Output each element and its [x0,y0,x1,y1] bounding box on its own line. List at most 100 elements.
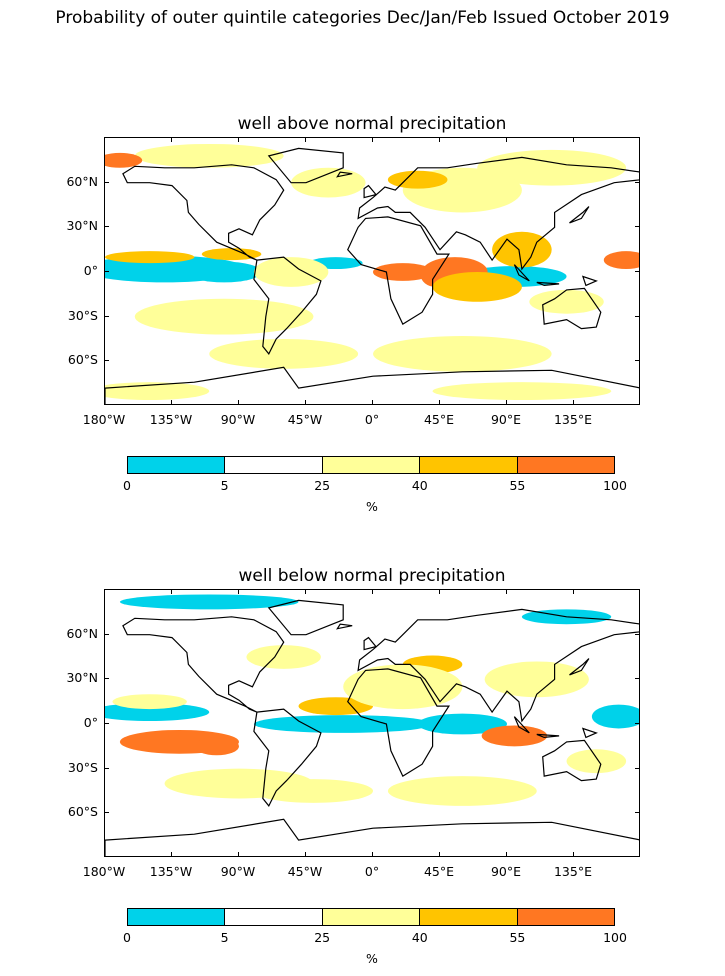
coastline [363,184,378,199]
latitude-label: 30°N [66,670,98,686]
colorbar-segment [128,909,226,925]
latitude-tick [635,271,640,272]
probability-field [119,594,299,610]
coastline [346,216,451,325]
longitude-tick [104,400,105,405]
probability-field [246,645,321,669]
coastline [542,287,602,330]
longitude-label: 45°W [287,864,323,879]
probability-field [343,664,463,710]
coastline [336,171,353,178]
latitude-tick [635,181,640,183]
longitude-label: 45°E [423,864,455,879]
probability-field [253,715,433,733]
latitude-label: 0° [83,715,98,730]
colorbar-tick-label: 5 [220,478,229,493]
colorbar-segment [420,909,518,925]
probability-field [432,272,522,302]
latitude-tick [635,812,640,814]
longitude-tick [372,400,373,405]
latitude-tick [635,678,640,680]
probability-field [112,694,187,710]
coastline [122,616,285,713]
probability-field [432,382,612,401]
latitude-tick [104,633,109,635]
colorbar-tick-label: 40 [411,478,428,493]
panel-title-below: well below normal precipitation [238,566,506,586]
probability-field [566,749,627,774]
colorbar-tick-label: 100 [603,930,627,945]
latitude-label: 30°N [66,218,98,234]
latitude-tick [104,678,109,680]
map-above-normal [104,137,640,405]
longitude-label: 90°E [490,412,522,427]
colorbar-tick-label: 40 [411,930,428,945]
longitude-label: 90°W [220,412,256,427]
longitude-tick [372,589,373,594]
longitude-tick [305,852,306,857]
longitude-tick [439,589,440,594]
latitude-tick [104,767,109,769]
colorbar-segment [322,457,421,473]
longitude-tick [506,400,507,405]
probability-field [298,697,373,716]
longitude-tick [506,852,507,857]
longitude-tick [238,589,239,594]
probability-field [186,261,262,283]
coastline [513,716,530,734]
longitude-tick [104,137,105,142]
coastline [569,658,590,676]
colorbar-segment [225,457,323,473]
map-svg [105,138,639,404]
probability-field [201,248,262,261]
latitude-label: 60°S [67,352,98,368]
longitude-tick [372,852,373,857]
colorbar-tick-label: 25 [314,478,331,493]
colorbar-segment [517,457,615,473]
coastline [253,256,322,356]
colorbar-below [127,908,615,926]
longitude-tick [439,852,440,857]
longitude-tick [171,852,172,857]
probability-field [417,713,508,735]
coastline [267,147,344,184]
coastline [346,668,451,777]
probability-field [373,263,433,281]
coastline [357,156,639,271]
coastline [542,739,602,782]
longitude-label: 180°W [82,864,126,879]
longitude-label: 0° [364,412,380,427]
latitude-tick [104,271,109,272]
probability-field [387,776,537,806]
longitude-tick [104,852,105,857]
coastline [513,264,530,282]
longitude-tick [104,589,105,594]
longitude-label: 0° [364,864,380,879]
longitude-label: 45°E [423,412,455,427]
colorbar-segment [128,457,226,473]
longitude-tick [573,400,574,405]
coastline [105,366,639,404]
coastline [253,708,322,808]
probability-field [134,298,314,335]
latitude-tick [104,723,109,724]
probability-field [484,661,589,698]
longitude-tick [506,589,507,594]
longitude-tick [305,589,306,594]
probability-field [194,737,239,756]
colorbar-segment [517,909,615,925]
colorbar-tick-label: 100 [603,478,627,493]
latitude-tick [104,812,109,814]
longitude-tick [238,852,239,857]
colorbar-above [127,456,615,474]
coastline [536,281,560,287]
latitude-tick [104,315,109,317]
longitude-label: 135°W [149,412,193,427]
coastline [581,275,598,287]
probability-field [164,768,314,799]
figure-title: Probability of outer quintile categories… [55,8,670,28]
longitude-tick [171,589,172,594]
latitude-tick [635,226,640,228]
longitude-tick [305,400,306,405]
latitude-tick [635,723,640,724]
